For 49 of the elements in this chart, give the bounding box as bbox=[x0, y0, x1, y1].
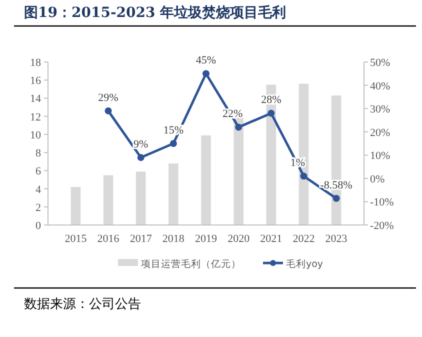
y-tick-label: 12 bbox=[30, 111, 41, 124]
y2-tick-label: 20% bbox=[370, 126, 390, 139]
y2-tick-label: 0% bbox=[370, 173, 385, 186]
point bbox=[268, 110, 275, 117]
y-tick-label: 18 bbox=[30, 57, 42, 69]
source-note: 数据来源：公司公告 bbox=[24, 297, 141, 312]
x-tick-label: 2020 bbox=[228, 233, 250, 245]
y2-tick-label: 10% bbox=[370, 150, 390, 162]
y-tick-label: 4 bbox=[36, 184, 42, 196]
y-tick-label: 8 bbox=[36, 148, 42, 160]
bar bbox=[103, 175, 114, 225]
data-label: 28% bbox=[261, 94, 282, 106]
x-tick-label: 2023 bbox=[325, 233, 348, 245]
point bbox=[137, 154, 144, 161]
data-label: 29% bbox=[98, 92, 118, 104]
x-tick-label: 2021 bbox=[260, 233, 282, 245]
y2-tick-label: 30% bbox=[370, 104, 390, 116]
x-tick-label: 2017 bbox=[130, 233, 152, 245]
bar bbox=[136, 172, 146, 225]
x-tick-label: 2022 bbox=[292, 233, 315, 245]
y-tick-label: 2 bbox=[36, 202, 41, 214]
point bbox=[104, 107, 112, 114]
y2-tick-label: -10% bbox=[370, 196, 394, 209]
point bbox=[202, 70, 210, 78]
y-tick-label: 10 bbox=[30, 129, 42, 142]
data-label: 9% bbox=[134, 138, 148, 150]
x-tick-label: 2016 bbox=[97, 233, 120, 245]
y-tick-label: 16 bbox=[30, 75, 42, 88]
point bbox=[235, 124, 242, 131]
point bbox=[170, 140, 177, 147]
legend-label: 毛利yoy bbox=[286, 258, 324, 270]
y2-tick-label: 50% bbox=[370, 57, 390, 69]
point bbox=[332, 194, 340, 202]
y-tick-label: 6 bbox=[36, 166, 42, 178]
bar bbox=[70, 186, 81, 225]
bar bbox=[168, 163, 178, 225]
x-tick-label: 2015 bbox=[64, 233, 88, 245]
x-tick-label: 2018 bbox=[162, 233, 185, 245]
point bbox=[300, 172, 308, 180]
y-tick-label: 0 bbox=[36, 220, 42, 232]
chart-title: 图19：2015-2023 年垃圾焚烧项目毛利 bbox=[24, 4, 286, 21]
x-tick-label: 2019 bbox=[195, 233, 218, 245]
data-label: -8.58% bbox=[320, 179, 352, 192]
y-tick-label: 14 bbox=[30, 93, 42, 106]
y2-tick-label: 40% bbox=[370, 80, 390, 92]
legend-label: 项目运营毛利（亿元） bbox=[141, 258, 241, 270]
data-label: 45% bbox=[196, 54, 216, 67]
bar bbox=[201, 135, 211, 225]
y2-tick-label: -20% bbox=[370, 220, 394, 232]
